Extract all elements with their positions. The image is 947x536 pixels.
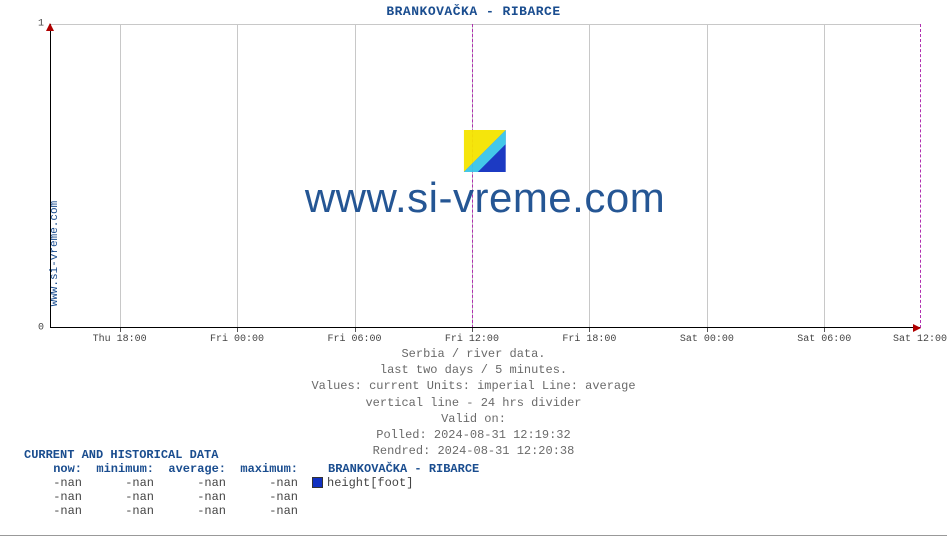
cell: -nan (96, 504, 168, 518)
cell: -nan (168, 490, 240, 504)
table-row: -nan -nan -nan -nan height[foot] (24, 476, 493, 490)
y-tick-label: 1 (38, 19, 44, 30)
info-line: last two days / 5 minutes. (0, 362, 947, 378)
cell: -nan (24, 504, 96, 518)
y-axis-arrow (46, 23, 54, 31)
cell: -nan (96, 476, 168, 490)
cell: -nan (240, 476, 312, 490)
cell: -nan (168, 504, 240, 518)
info-line: Serbia / river data. (0, 346, 947, 362)
x-tick (120, 328, 121, 332)
x-tick-label: Sat 12:00 (893, 334, 947, 345)
cell: -nan (96, 490, 168, 504)
x-tick (824, 328, 825, 332)
x-axis-arrow (913, 324, 921, 332)
y-tick-label: 0 (38, 323, 44, 334)
x-tick-label: Fri 06:00 (327, 334, 381, 345)
table-header-row: now: minimum: average: maximum: BRANKOVA… (24, 462, 493, 476)
cell: -nan (168, 476, 240, 490)
data-block-title: CURRENT AND HISTORICAL DATA (24, 448, 493, 462)
legend-cell: height[foot] (312, 476, 493, 490)
legend-label: height[foot] (327, 476, 413, 490)
info-line: Valid on: (0, 411, 947, 427)
x-tick-label: Fri 12:00 (445, 334, 499, 345)
data-block: CURRENT AND HISTORICAL DATA now: minimum… (24, 448, 493, 518)
plot-area: 0 1 Thu 18:00 Fri 00:00 Fri 06:00 Fri 12… (50, 24, 920, 328)
x-tick (589, 328, 590, 332)
cell: -nan (240, 504, 312, 518)
table-row: -nan -nan -nan -nan (24, 490, 493, 504)
col-average: average: (168, 462, 240, 476)
info-line: Values: current Units: imperial Line: av… (0, 378, 947, 394)
info-block: Serbia / river data. last two days / 5 m… (0, 346, 947, 459)
x-tick-label: Sat 00:00 (680, 334, 734, 345)
data-table: now: minimum: average: maximum: BRANKOVA… (24, 462, 493, 518)
x-tick (472, 328, 473, 332)
chart-title: BRANKOVAČKA - RIBARCE (0, 4, 947, 19)
col-now: now: (24, 462, 96, 476)
divider-24h (920, 24, 921, 328)
cell: -nan (24, 490, 96, 504)
info-line: vertical line - 24 hrs divider (0, 395, 947, 411)
x-tick (707, 328, 708, 332)
x-tick-label: Fri 00:00 (210, 334, 264, 345)
x-tick-label: Fri 18:00 (562, 334, 616, 345)
info-line: Polled: 2024-08-31 12:19:32 (0, 427, 947, 443)
x-tick-label: Thu 18:00 (93, 334, 147, 345)
cell: -nan (240, 490, 312, 504)
x-tick (237, 328, 238, 332)
col-station: BRANKOVAČKA - RIBARCE (312, 462, 493, 476)
x-tick-label: Sat 06:00 (797, 334, 851, 345)
chart-container: www.si-vreme.com BRANKOVAČKA - RIBARCE 0… (0, 0, 947, 536)
cell: -nan (24, 476, 96, 490)
table-row: -nan -nan -nan -nan (24, 504, 493, 518)
legend-swatch (312, 477, 323, 488)
x-tick (355, 328, 356, 332)
col-maximum: maximum: (240, 462, 312, 476)
col-minimum: minimum: (96, 462, 168, 476)
plot-border (50, 24, 920, 328)
